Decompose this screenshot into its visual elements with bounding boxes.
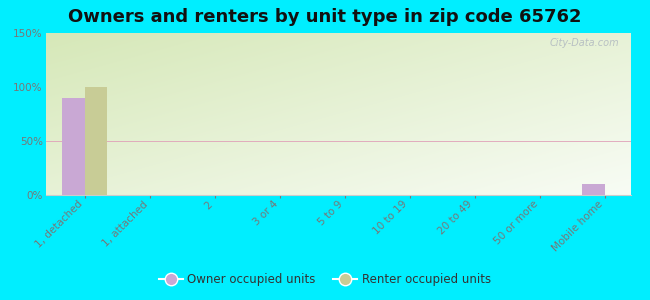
Text: City-Data.com: City-Data.com (549, 38, 619, 48)
Legend: Owner occupied units, Renter occupied units: Owner occupied units, Renter occupied un… (154, 269, 496, 291)
Text: Owners and renters by unit type in zip code 65762: Owners and renters by unit type in zip c… (68, 8, 582, 26)
Bar (582, 184, 604, 195)
Bar (84, 87, 107, 195)
Bar (62, 98, 84, 195)
